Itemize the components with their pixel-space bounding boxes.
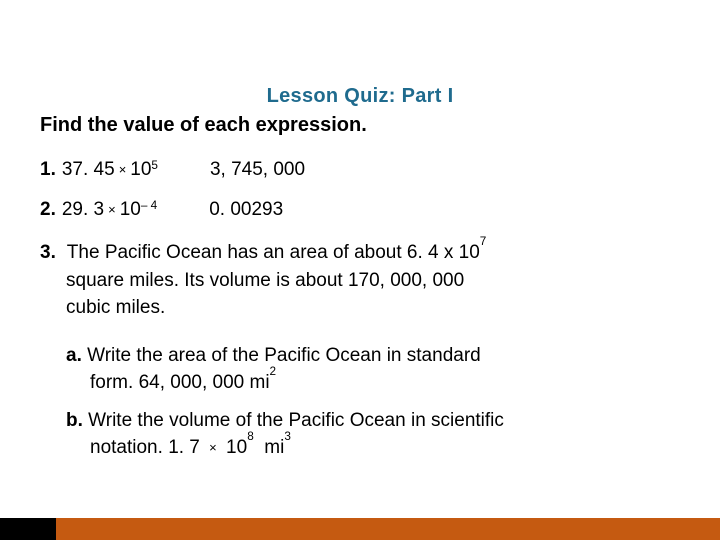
- instruction-text: Find the value of each expression.: [40, 114, 680, 137]
- q2-number: 2.: [40, 199, 56, 221]
- q1-number: 1.: [40, 159, 56, 181]
- q3b-label: b.: [66, 410, 83, 431]
- q3b-answer-times: ×: [205, 440, 221, 455]
- q3b-text1: Write the volume of the Pacific Ocean in…: [88, 410, 504, 431]
- q3-line2: square miles. Its volume is about 170, 0…: [40, 267, 680, 295]
- q3-line3: cubic miles.: [40, 294, 680, 322]
- q1-expression: 37. 45 × 105: [62, 159, 158, 181]
- q3b-text2: notation.: [90, 437, 163, 458]
- q3a-text1: Write the area of the Pacific Ocean in s…: [87, 345, 481, 366]
- question-3b: b. Write the volume of the Pacific Ocean…: [66, 407, 680, 462]
- q3a-line2: form. 64, 000, 000 mi2: [66, 369, 680, 397]
- q2-expression: 29. 3 × 10– 4: [62, 199, 157, 221]
- question-3a: a. Write the area of the Pacific Ocean i…: [66, 342, 680, 397]
- q1-base: 10: [130, 159, 151, 181]
- q3b-answer-coef: 1. 7: [168, 437, 200, 458]
- q3a-answer-val: 64, 000, 000 mi: [139, 372, 270, 393]
- q2-answer: 0. 00293: [209, 199, 283, 221]
- q3a-label: a.: [66, 345, 82, 366]
- question-1: 1. 37. 45 × 105 3, 745, 000: [40, 159, 680, 181]
- slide-content: Lesson Quiz: Part I Find the value of ea…: [0, 0, 720, 540]
- question-3: 3. The Pacific Ocean has an area of abou…: [40, 239, 680, 322]
- q1-answer: 3, 745, 000: [210, 159, 305, 181]
- q3-number: 3.: [40, 242, 56, 263]
- q3b-answer-unit: mi: [264, 437, 284, 458]
- footer-bar: [0, 518, 720, 540]
- q3b-answer-unit-exp: 3: [284, 430, 291, 443]
- q3b-answer: 1. 7 × 108 mi3: [168, 437, 291, 458]
- q3b-answer-base: 10: [226, 437, 247, 458]
- question-2: 2. 29. 3 × 10– 4 0. 00293: [40, 199, 680, 221]
- q3b-line2: notation. 1. 7 × 108 mi3: [66, 434, 680, 462]
- q2-base: 10: [120, 199, 141, 221]
- q1-times: ×: [115, 162, 131, 177]
- q3a-answer-exp: 2: [270, 365, 277, 378]
- q3b-answer-exp: 8: [247, 430, 254, 443]
- slide-title: Lesson Quiz: Part I: [40, 85, 680, 108]
- question-3-subs: a. Write the area of the Pacific Ocean i…: [40, 342, 680, 462]
- q1-coef: 37. 45: [62, 159, 115, 181]
- q3-line1: The Pacific Ocean has an area of about 6…: [67, 242, 480, 263]
- q3a-answer: 64, 000, 000 mi2: [139, 372, 277, 393]
- q2-coef: 29. 3: [62, 199, 104, 221]
- q3-line1-exp: 7: [480, 235, 487, 248]
- q3a-text2: form.: [90, 372, 133, 393]
- q2-times: ×: [104, 202, 120, 217]
